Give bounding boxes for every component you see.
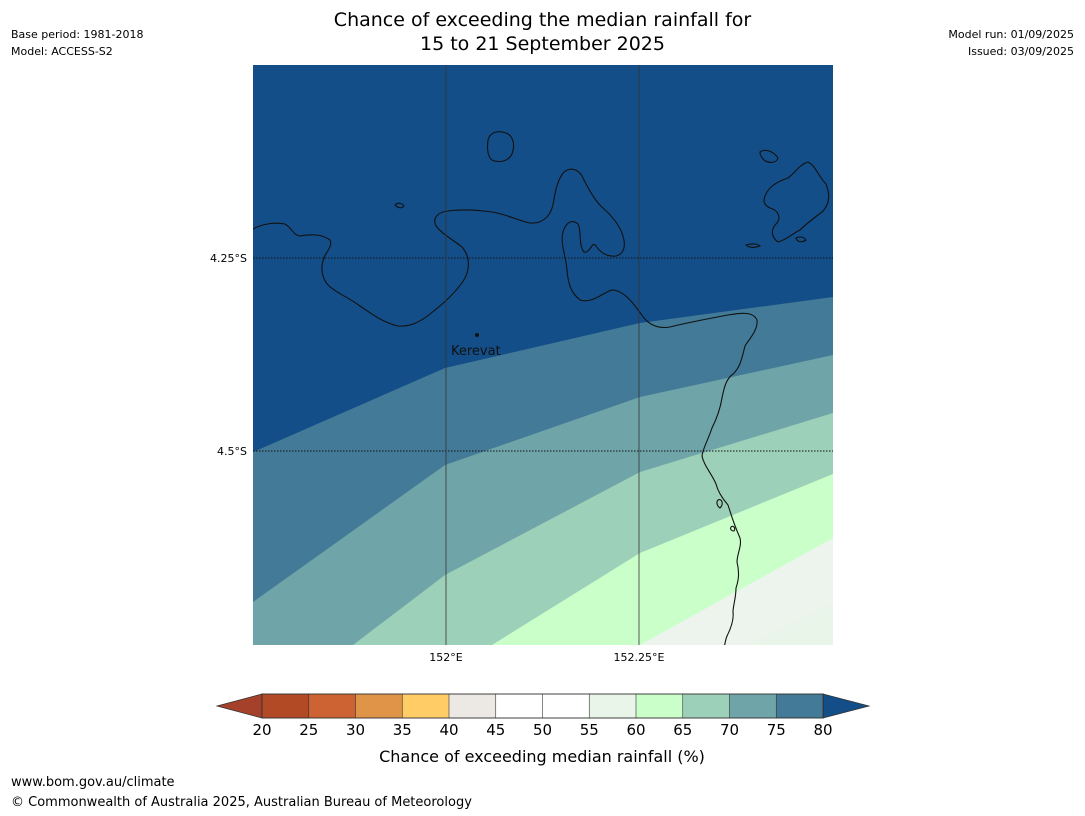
colorbar-tick-30: 30 [346,721,365,739]
footer-url[interactable]: www.bom.gov.au/climate [11,775,175,790]
meta-right: Model run: 01/09/2025 Issued: 03/09/2025 [948,26,1074,60]
colorbar-segment-25 [308,693,357,719]
meta-left: Base period: 1981-2018 Model: ACCESS-S2 [11,26,143,60]
colorbar-tick-45: 45 [486,721,505,739]
colorbar-segment-70 [729,693,778,719]
colorbar-segment-55 [588,693,637,719]
colorbar-segment-40 [448,693,497,719]
lat-label-4-25: 4.25°S [210,252,247,265]
model-run-text: Model run: 01/09/2025 [948,28,1074,41]
colorbar-tick-70: 70 [720,721,739,739]
coastline [253,131,830,645]
kerevat-marker [475,333,479,337]
colorbar-tick-55: 55 [580,721,599,739]
colorbar-segment-30 [355,693,404,719]
colorbar: 20 25 30 35 40 45 50 55 60 65 70 75 80 [215,693,871,739]
colorbar-segment-35 [401,693,450,719]
issued-text: Issued: 03/09/2025 [967,45,1074,58]
footer-copyright: © Commonwealth of Australia 2025, Austra… [11,795,472,810]
colorbar-tick-35: 35 [393,721,412,739]
colorbar-tick-40: 40 [439,721,458,739]
base-period-text: Base period: 1981-2018 [11,28,144,41]
colorbar-segment-20 [261,693,310,719]
colorbar-tick-65: 65 [673,721,692,739]
map-title: Chance of exceeding the median rainfall … [0,8,1085,56]
lon-label-152: 152°E [429,651,462,664]
colorbar-tick-75: 75 [767,721,786,739]
model-text: Model: ACCESS-S2 [11,45,113,58]
title-line-2: 15 to 21 September 2025 [420,33,665,55]
colorbar-frame [261,693,824,719]
band-55-60-inner [640,538,833,645]
title-line-1: Chance of exceeding the median rainfall … [333,9,752,31]
colorbar-tick-50: 50 [533,721,552,739]
lat-label-4-5: 4.5°S [217,445,247,458]
colorbar-segment-75 [775,693,824,719]
colorbar-segment-65 [682,693,731,719]
colorbar-extend-high [822,693,871,719]
colorbar-segment-60 [635,693,684,719]
colorbar-label: Chance of exceeding median rainfall (%) [379,747,705,766]
colorbar-segment-45 [495,693,544,719]
colorbar-tick-20: 20 [252,721,271,739]
colorbar-tick-80: 80 [813,721,832,739]
lon-label-152-25: 152.25°E [614,651,665,664]
colorbar-tick-60: 60 [626,721,645,739]
map-panel: Kerevat [253,65,833,645]
kerevat-label: Kerevat [451,344,501,359]
colorbar-tick-25: 25 [299,721,318,739]
colorbar-segment-50 [542,693,591,719]
colorbar-extend-low [215,693,263,719]
